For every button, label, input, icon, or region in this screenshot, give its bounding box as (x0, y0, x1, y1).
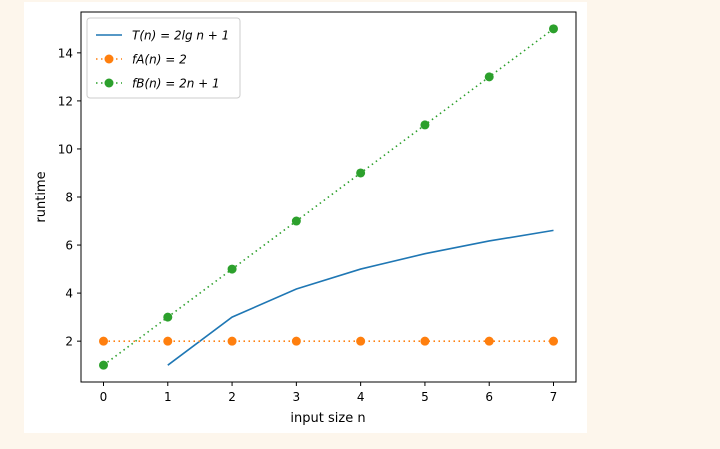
x-tick-label: 5 (421, 390, 429, 404)
x-tick-label: 3 (293, 390, 301, 404)
legend-entry-label: T(n) = 2lg n + 1 (132, 29, 229, 43)
data-point (99, 360, 108, 370)
x-tick-label: 4 (357, 390, 365, 404)
figure: 0 1 2 3 4 5 6 7 2 4 6 8 10 12 14 input size n runtime … (24, 2, 587, 433)
data-point (356, 336, 366, 346)
legend-entry-label: fB(n) = 2n + 1 (132, 77, 220, 91)
y-tick-label: 8 (65, 191, 73, 205)
y-tick-label: 4 (65, 287, 73, 301)
x-axis-label: input size n (290, 411, 365, 426)
legend-box (86, 17, 241, 99)
data-point (549, 24, 558, 34)
x-tick-label: 2 (228, 390, 236, 404)
x-tick-label: 7 (550, 390, 558, 404)
data-point (484, 336, 494, 346)
data-point (420, 120, 430, 130)
data-point (484, 72, 494, 82)
data-point (227, 336, 237, 346)
data-point (420, 336, 430, 346)
data-point (291, 336, 301, 346)
data-point (356, 168, 366, 178)
y-tick-label: 2 (65, 335, 73, 349)
y-tick-label: 14 (58, 46, 73, 60)
data-point (549, 336, 558, 346)
x-tick-label: 1 (164, 390, 172, 404)
x-tick-label: 0 (100, 390, 108, 404)
y-tick-label: 10 (58, 142, 73, 156)
y-tick-label: 12 (58, 94, 73, 108)
legend-entry-label: fA(n) = 2 (132, 53, 187, 67)
y-axis-label: runtime (34, 171, 49, 222)
data-point (291, 216, 301, 226)
legend-swatch-marker (104, 78, 114, 88)
legend-swatch-marker (104, 54, 114, 64)
series-line-0 (167, 229, 554, 366)
x-tick-label: 6 (485, 390, 493, 404)
data-point (163, 312, 173, 322)
series-line-2 (103, 28, 554, 366)
data-point (163, 336, 173, 346)
legend: T(n) = 2lg n + 1 fA(n) = 2 fB(n) = 2n + 1 (86, 17, 241, 99)
data-point (99, 336, 108, 346)
plot-content (99, 24, 558, 370)
y-tick-label: 6 (65, 239, 73, 253)
data-point (227, 264, 237, 274)
